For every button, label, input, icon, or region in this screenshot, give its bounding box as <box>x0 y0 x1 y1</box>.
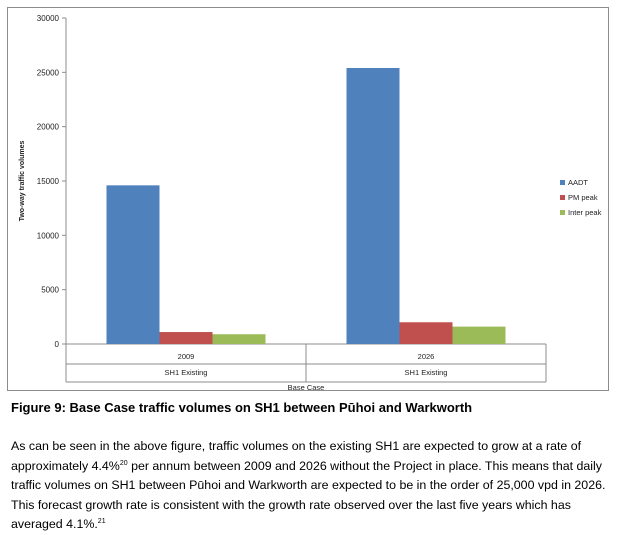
bar-inter-peak-2009 <box>212 334 266 344</box>
body-paragraph: As can be seen in the above figure, traf… <box>11 437 609 535</box>
y-tick-label: 10000 <box>37 231 60 240</box>
y-tick-label: 30000 <box>37 14 60 23</box>
legend-swatch <box>560 210 565 215</box>
bar-pm-peak-2009 <box>159 332 213 344</box>
chart-frame: 0 5000 10000 15000 20000 25000 30000 Two-way tr… <box>7 7 609 391</box>
x-subcategory-label: SH1 Existing <box>405 368 448 377</box>
x-axis-label: Base Case <box>288 383 325 390</box>
bar-aadt-2009 <box>106 185 160 344</box>
x-category-label: 2009 <box>178 352 195 361</box>
figure-caption: Figure 9: Base Case traffic volumes on S… <box>11 400 473 415</box>
paragraph-text-2: per annum between 2009 and 2026 without … <box>11 458 606 532</box>
bar-pm-peak-2026 <box>399 322 453 344</box>
y-axis-label: Two-way traffic volumes <box>19 141 26 222</box>
x-category-label: 2026 <box>418 352 435 361</box>
footnote-ref-20[interactable]: 20 <box>119 459 128 467</box>
y-tick-label: 5000 <box>41 286 59 295</box>
legend-label: PM peak <box>568 193 598 202</box>
bar-inter-peak-2026 <box>452 326 506 344</box>
y-tick-label: 15000 <box>37 177 60 186</box>
legend-swatch <box>560 195 565 200</box>
y-tick-label: 25000 <box>37 68 60 77</box>
y-tick-label: 20000 <box>37 123 60 132</box>
y-tick-label: 0 <box>55 340 60 349</box>
legend-label: AADT <box>568 178 588 187</box>
x-subcategory-label: SH1 Existing <box>165 368 208 377</box>
bar-aadt-2026 <box>346 67 400 344</box>
paragraph-text-1: As can be seen in the above figure, traf… <box>11 439 582 473</box>
legend-label: Inter peak <box>568 208 602 217</box>
bar-chart: 0 5000 10000 15000 20000 25000 30000 Two-way tr… <box>19 14 602 390</box>
legend-swatch <box>560 180 565 185</box>
footnote-ref-21[interactable]: 21 <box>97 518 106 526</box>
